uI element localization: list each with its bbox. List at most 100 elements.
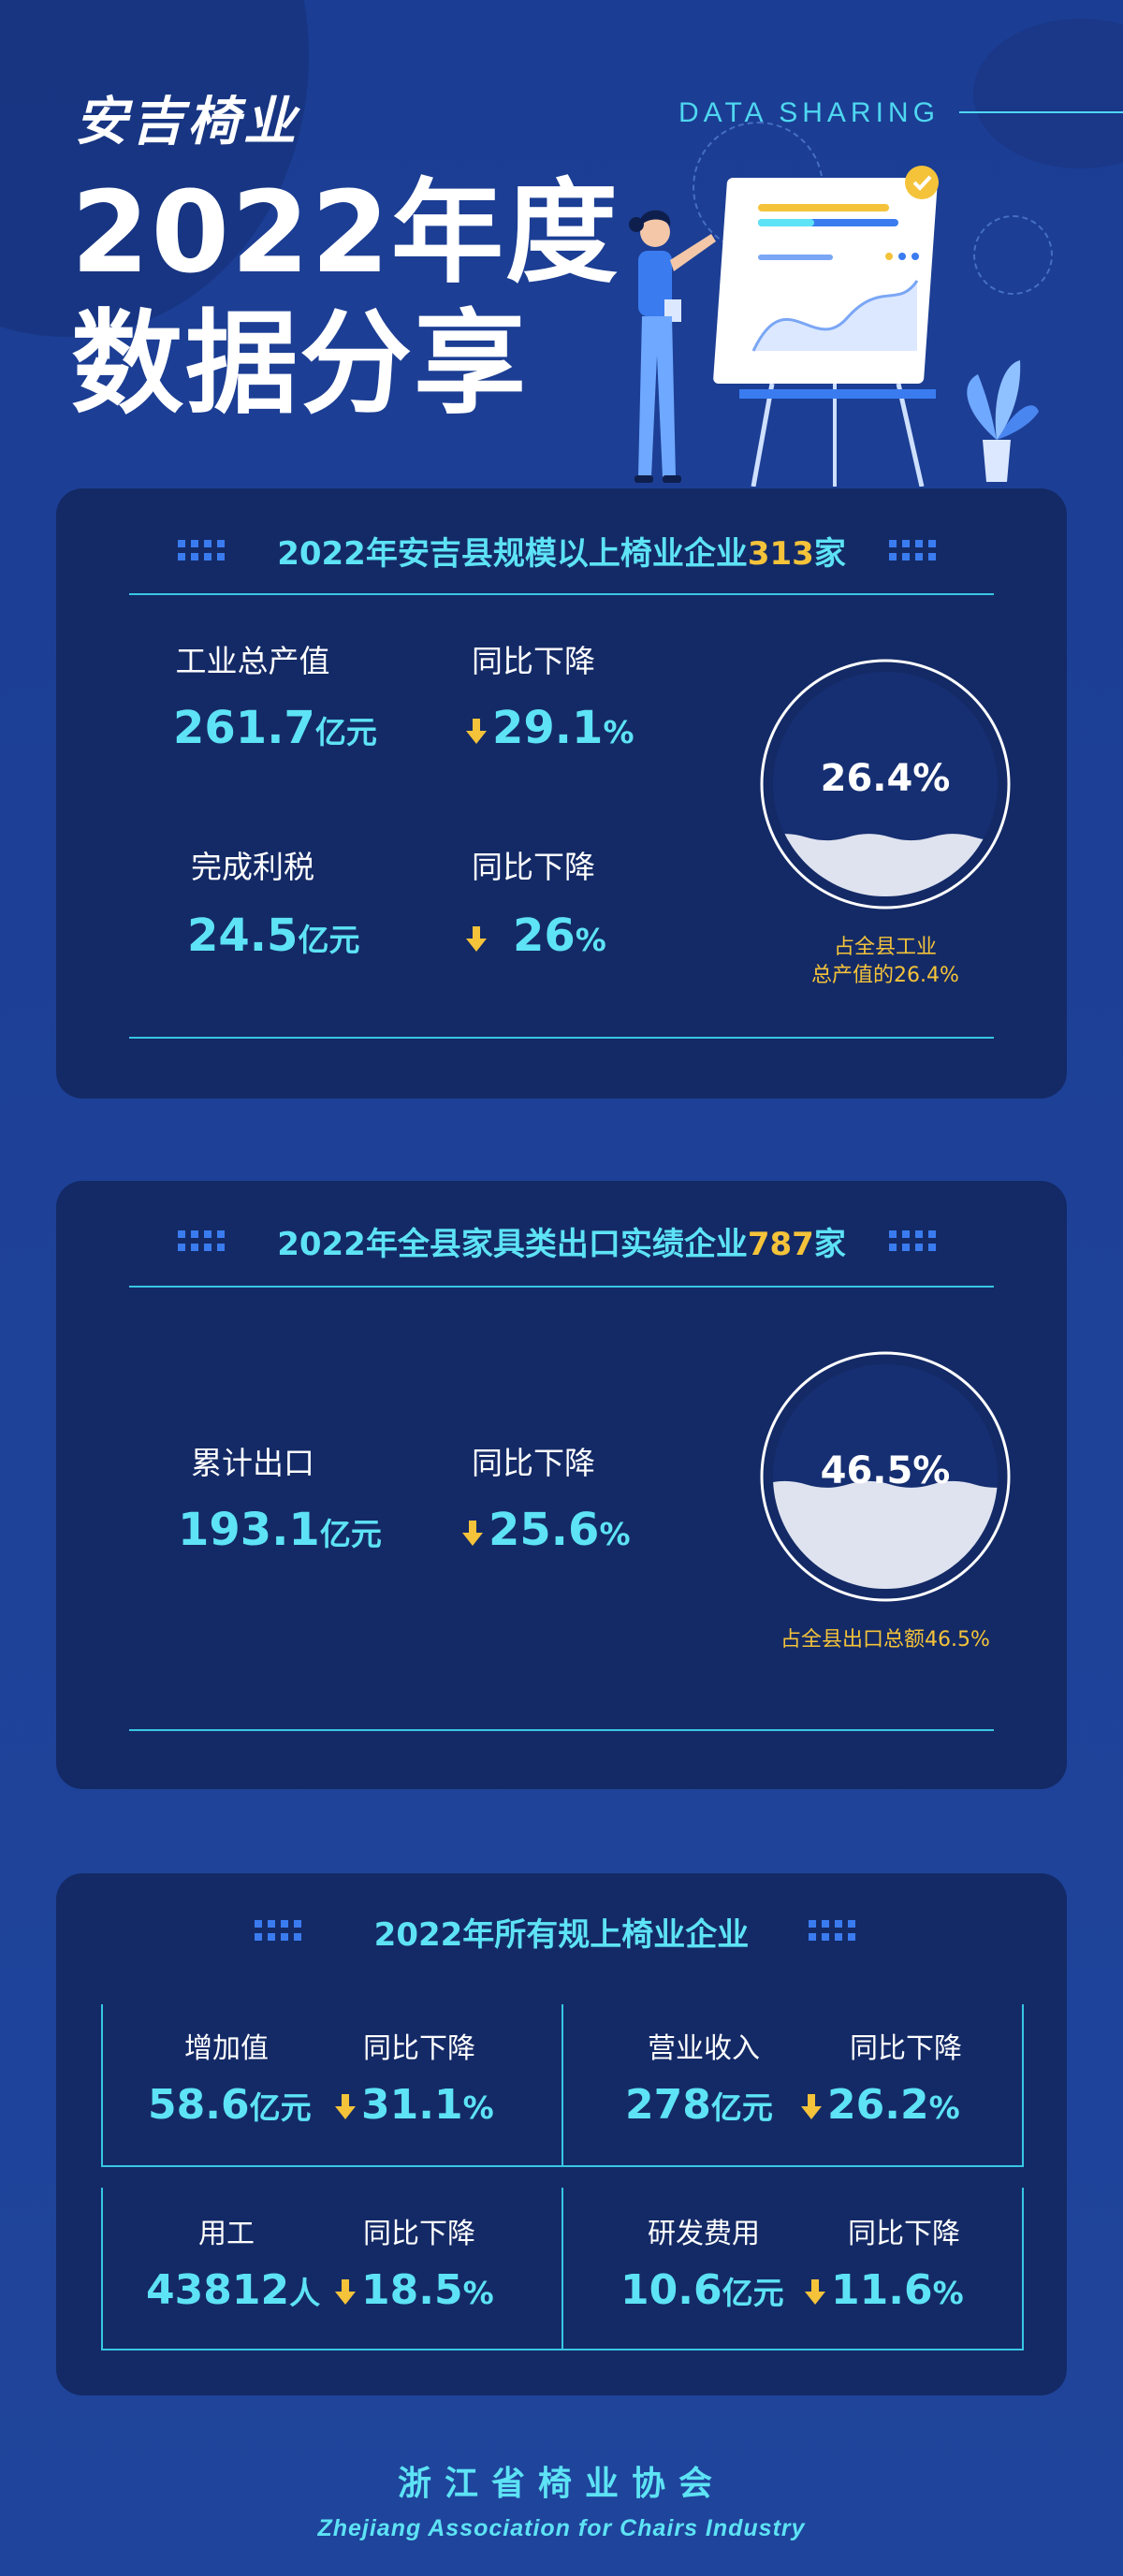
heading-highlight-number: 313 [747,535,814,573]
tagline-rule [959,111,1123,113]
presenter-illustration [629,166,1039,487]
share-gauge: 26.4% [760,659,1011,910]
change-label: 同比下降 [848,2218,960,2250]
card-heading: 2022年全县家具类出口实绩企业787家 [56,1218,1067,1264]
change-value: 25.6% [462,1504,631,1556]
change-unit: % [462,2089,494,2126]
change-label: 同比下降 [363,2218,475,2250]
change-label: 同比下降 [363,2032,475,2065]
heading-suffix: 家 [813,535,846,573]
stat-value: 24.5亿元 [187,910,359,962]
arrow-down-icon [805,2268,825,2305]
card-heading: 2022年安吉县规模以上椅业企业313家 [56,528,1067,574]
heading-highlight-number: 787 [747,1226,814,1263]
gauge-note: 占全县出口总额46.5% [780,1628,990,1652]
card-heading: 2022年所有规上椅业企业 [373,1916,750,1954]
change-number: 31.1 [361,2081,463,2129]
value-unit: 亿元 [298,922,360,958]
value-number: 261.7 [173,702,315,754]
dots-decoration [889,1230,949,1253]
change-label: 同比下降 [472,1445,595,1481]
gauge-percent: 26.4% [820,757,951,800]
divider-line [129,1286,994,1288]
cell-frame [562,2004,1024,2167]
cell-value: 43812人 [146,2266,320,2314]
cell-value: 58.6亿元 [148,2081,312,2129]
footer-organization-cn: 浙江省椅业协会 [397,2464,725,2503]
dots-decoration [178,540,238,562]
footer-organization-en: Zhejiang Association for Chairs Industry [317,2515,806,2541]
heading-text: 2022年全县家具类出口实绩企业 [277,1226,748,1263]
change-number: 11.6 [831,2266,933,2314]
gauge-percent: 46.5% [820,1449,951,1492]
change-unit: % [575,922,606,958]
gauge-note: 占全县工业 总产值的26.4% [760,934,1011,989]
stat-value: 261.7亿元 [173,702,377,754]
change-value: 26.2% [801,2081,960,2129]
value-unit: 亿元 [319,1516,382,1552]
share-gauge: 46.5% [760,1351,1011,1602]
change-value: 31.1% [335,2081,494,2129]
change-unit: % [932,2275,964,2311]
change-unit: % [462,2275,494,2311]
change-value: 29.1% [466,702,634,754]
value-number: 278 [625,2081,711,2129]
dots-decoration [255,1920,314,1943]
value-unit: 人 [289,2275,321,2311]
main-title-line-2: 数据分享 [71,299,528,429]
value-unit: 亿元 [722,2275,784,2311]
arrow-down-icon [462,1506,483,1546]
stat-label: 工业总产值 [175,643,330,679]
change-value: 18.5% [335,2266,494,2314]
cell-frame [562,2188,1024,2350]
brand-title: 安吉椅业 [75,92,299,153]
divider-line [129,593,994,595]
arrow-down-icon [335,2083,356,2119]
cell-label: 增加值 [184,2032,269,2065]
heading-suffix: 家 [813,1226,846,1263]
change-unit: % [928,2089,960,2126]
change-number: 25.6 [489,1504,600,1556]
card-enterprises: 2022年所有规上椅业企业 增加值 同比下降 58.6亿元 31.1% 营业收入… [56,1873,1067,2395]
heading-text: 2022年安吉县规模以上椅业企业 [277,535,748,573]
dashed-circle-decoration [973,215,1053,295]
value-number: 24.5 [187,910,299,962]
card-production: 2022年安吉县规模以上椅业企业313家 工业总产值 同比下降 261.7亿元 … [56,488,1067,1099]
arrow-down-icon [466,704,487,744]
card-export: 2022年全县家具类出口实绩企业787家 累计出口 同比下降 193.1亿元 2… [56,1181,1067,1789]
change-value: 26% [466,910,606,962]
cell-label: 研发费用 [648,2218,760,2250]
gauge-note-line: 占全县工业 [833,936,937,959]
value-number: 10.6 [620,2266,722,2314]
change-number: 26 [513,910,576,962]
value-unit: 亿元 [710,2089,773,2126]
change-label: 同比下降 [472,643,595,679]
dots-decoration [809,1920,868,1943]
divider-line [129,1729,994,1731]
dots-decoration [178,1230,238,1253]
change-number: 18.5 [361,2266,463,2314]
arrow-down-icon [801,2083,822,2119]
arrow-down-icon [466,911,487,952]
gauge-note-line: 总产值的26.4% [811,963,959,987]
arrow-down-icon [335,2268,356,2305]
value-number: 43812 [146,2266,290,2314]
value-number: 58.6 [148,2081,250,2129]
tagline: DATA SHARING [678,97,940,128]
change-unit: % [599,1516,631,1552]
value-number: 193.1 [178,1504,320,1556]
change-value: 11.6% [805,2266,964,2314]
change-number: 29.1 [492,702,604,754]
stat-value: 193.1亿元 [178,1504,382,1556]
value-unit: 亿元 [249,2089,312,2126]
change-label: 同比下降 [472,849,595,885]
cell-value: 10.6亿元 [620,2266,784,2314]
stat-label: 累计出口 [191,1445,314,1481]
cell-value: 278亿元 [625,2081,773,2129]
dots-decoration [889,540,949,562]
value-unit: 亿元 [314,714,377,750]
main-title-line-1: 2022年度 [71,168,620,298]
stat-label: 完成利税 [191,849,314,885]
divider-line [129,1037,994,1039]
